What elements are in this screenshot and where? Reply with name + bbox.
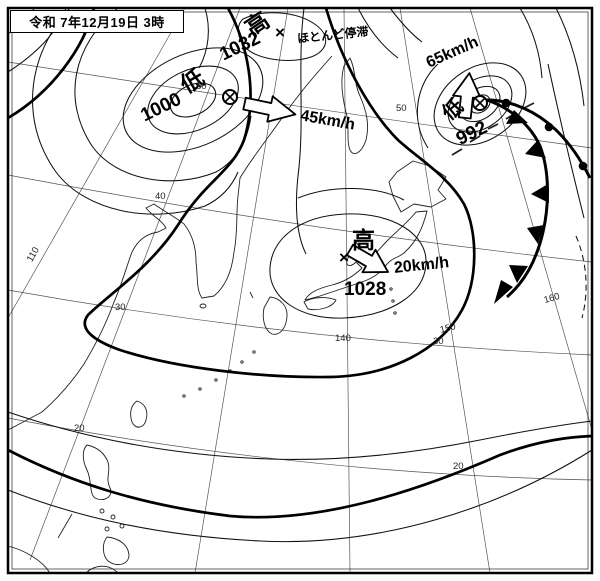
low-1000-center-symbol	[222, 89, 238, 105]
low-992-center-symbol	[472, 95, 488, 111]
parallel-30n	[7, 289, 593, 356]
grid-label-lon140: 140	[335, 333, 351, 344]
coast-sakhalin	[341, 57, 369, 154]
high-1028-value: 1028	[344, 279, 387, 300]
high-1028-kanji: 高	[352, 227, 375, 253]
low-center-symbols	[222, 89, 488, 111]
grid-label-lat50-west: 50	[196, 81, 207, 92]
coast-izu-islands	[389, 287, 397, 315]
coast-asia-mainland	[7, 55, 333, 431]
coast-tsushima	[249, 291, 254, 299]
isobars-thick	[7, 7, 593, 519]
chart-datetime-title: 令和 7年12月19日 3時	[10, 10, 184, 33]
meridian-140e	[343, 7, 351, 574]
isobar-thick-south	[7, 434, 593, 519]
grid-label-lat30-west: 30	[115, 302, 126, 313]
meridian-150e	[399, 7, 491, 574]
parallel-40n	[7, 174, 593, 263]
warm-front-line	[486, 98, 592, 179]
arrow-45kmh-icon	[242, 95, 297, 123]
meridian-160e	[469, 7, 593, 431]
grid-label-lat40: 40	[155, 191, 166, 202]
coast-taiwan	[130, 400, 148, 428]
warm-front-semicircles	[501, 98, 588, 171]
meridian-110e	[7, 7, 186, 319]
map-frame-inner	[11, 11, 589, 570]
grid-label-lat20-east: 20	[453, 461, 464, 472]
isobars-thin	[7, 7, 593, 543]
chart-datetime-text: 令和 7年12月19日 3時	[29, 15, 165, 30]
isobar-high-1028-ring	[269, 213, 427, 319]
arrow-65kmh-icon	[452, 72, 482, 120]
movement-arrows	[242, 72, 482, 274]
isobars-low-1000-rings	[122, 47, 264, 153]
coast-luzon	[82, 444, 112, 501]
coast-kyushu	[262, 296, 288, 335]
grid-label-lat20-west: 20	[74, 423, 85, 434]
coast-jeju	[199, 303, 207, 309]
fronts	[486, 98, 592, 304]
arrow-20kmh-icon	[346, 243, 389, 274]
cold-front-triangles	[494, 110, 549, 304]
coast-shikoku	[303, 297, 337, 311]
coast-hokkaido	[388, 160, 447, 213]
coast-palawan	[57, 513, 73, 539]
coast-mindanao	[102, 536, 130, 565]
grid-label-lat30-east: 30	[433, 336, 444, 347]
parallel-20n	[7, 417, 593, 481]
meridian-120e	[29, 7, 241, 561]
grid-label-lat50-east: 50	[396, 103, 407, 114]
high-1032-center-mark: ×	[275, 23, 285, 42]
high-1028-center-mark: ×	[339, 248, 349, 267]
map-frame	[6, 6, 594, 575]
parallel-50n	[7, 61, 593, 149]
isobar-dashed	[575, 235, 587, 319]
isobar-thick-trough	[83, 7, 476, 379]
